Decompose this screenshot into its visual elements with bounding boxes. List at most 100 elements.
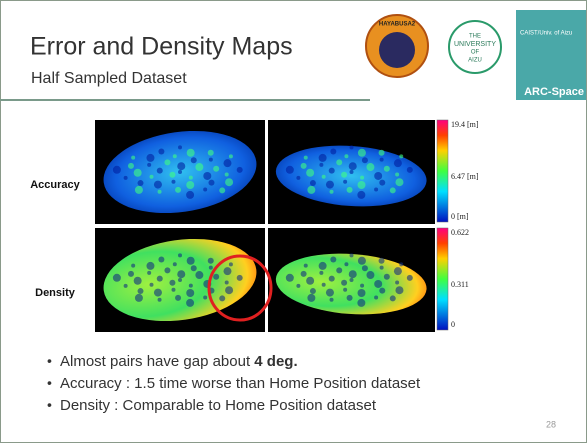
texture [329, 276, 335, 282]
texture [349, 162, 357, 170]
texture [374, 280, 382, 288]
texture [213, 274, 219, 280]
texture [360, 284, 364, 288]
texture [154, 181, 162, 189]
texture [171, 180, 175, 184]
texture [178, 253, 182, 257]
texture [186, 299, 194, 307]
texture [344, 154, 348, 158]
texture [189, 176, 193, 180]
texture [307, 294, 315, 302]
title: Error and Density Maps [30, 33, 293, 61]
texture [296, 284, 300, 288]
texture [358, 149, 366, 157]
texture [362, 157, 368, 163]
bullet-dot: • [47, 397, 52, 413]
texture [124, 176, 128, 180]
texture [357, 191, 365, 199]
texture [330, 190, 334, 194]
texture [191, 157, 197, 163]
texture [395, 172, 399, 176]
texture [134, 169, 142, 177]
bullet-dot: • [47, 375, 52, 391]
texture [380, 158, 384, 162]
texture [169, 280, 175, 286]
texture [344, 262, 348, 266]
texture [350, 253, 354, 257]
texture [237, 167, 243, 173]
slide: Error and Density Maps Half Sampled Data… [0, 0, 587, 443]
texture [146, 262, 154, 270]
bullet-text-part: Density : Comparable to Home Position da… [60, 397, 377, 414]
texture [379, 258, 385, 264]
texture [208, 180, 214, 186]
logo-hayabusa: HAYABUSA2 [366, 15, 428, 77]
texture [306, 277, 314, 285]
texture [304, 264, 308, 268]
texture [322, 175, 326, 179]
logo-text: HAYABUSA2 [379, 22, 416, 28]
texture [134, 277, 142, 285]
texture [173, 154, 177, 158]
texture [171, 288, 175, 292]
row-label: Accuracy [30, 179, 80, 191]
texture [384, 274, 390, 280]
texture [146, 154, 154, 162]
texture [330, 149, 336, 155]
texture [173, 262, 177, 266]
texture [374, 187, 378, 191]
texture [178, 170, 182, 174]
texture [203, 172, 211, 180]
texture [341, 280, 347, 286]
texture [350, 278, 354, 282]
texture [189, 284, 193, 288]
texture [394, 159, 402, 167]
texture [229, 154, 233, 158]
texture [379, 288, 385, 294]
logo-text: THE [469, 34, 481, 40]
texture [286, 274, 294, 282]
texture [169, 172, 175, 178]
texture [390, 187, 396, 193]
texture [225, 280, 229, 284]
texture [150, 175, 154, 179]
texture [157, 168, 163, 174]
texture [301, 163, 307, 169]
logo-text: AIZU [468, 58, 482, 64]
texture [138, 180, 144, 186]
colorbar-label: 19.4 [m] [451, 120, 479, 129]
bullet-text-part: Accuracy : 1.5 time worse than Home Posi… [60, 375, 421, 392]
texture [124, 284, 128, 288]
colorbar-label: 0 [451, 320, 455, 329]
texture [395, 286, 403, 294]
texture [178, 145, 182, 149]
texture [374, 295, 378, 299]
texture [394, 267, 402, 275]
logo-text: OF [471, 50, 480, 56]
texture [304, 156, 308, 160]
texture [395, 280, 399, 284]
texture [330, 257, 336, 263]
row-label: Density [35, 287, 76, 299]
texture [374, 172, 382, 180]
texture [209, 158, 213, 162]
texture [225, 172, 229, 176]
texture [223, 159, 231, 167]
texture [358, 289, 366, 297]
texture [399, 262, 403, 266]
texture [357, 299, 365, 307]
texture [208, 150, 214, 156]
texture [330, 298, 334, 302]
texture [150, 283, 154, 287]
texture [336, 267, 342, 273]
texture [296, 176, 300, 180]
page-number: 28 [546, 419, 556, 429]
texture [310, 288, 316, 294]
texture [158, 190, 162, 194]
colorbar [437, 228, 448, 330]
bullet-bold: 4 deg. [254, 353, 297, 370]
texture [358, 181, 366, 189]
bullet-list: •Almost pairs have gap about 4 deg.•Accu… [47, 353, 421, 414]
texture [147, 163, 151, 167]
texture [191, 265, 197, 271]
